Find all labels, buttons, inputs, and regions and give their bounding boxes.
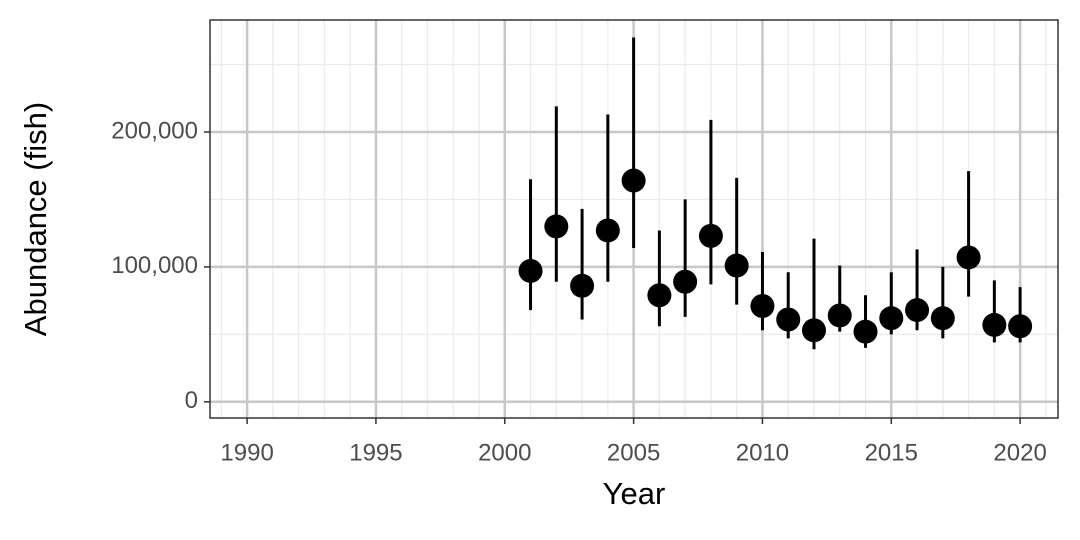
point — [982, 312, 1007, 337]
point — [698, 223, 723, 248]
x-tick-label: 2000 — [478, 439, 531, 466]
y-tick-label: 200,000 — [111, 117, 198, 144]
point — [853, 319, 878, 344]
point — [518, 258, 543, 283]
x-tick-label: 1990 — [220, 439, 273, 466]
point — [930, 306, 955, 331]
point — [1008, 314, 1033, 339]
point — [879, 306, 904, 331]
point — [905, 298, 930, 323]
point — [827, 303, 852, 328]
point — [544, 214, 569, 239]
x-tick-label: 2010 — [736, 439, 789, 466]
point — [956, 245, 981, 270]
point — [776, 307, 801, 332]
point — [673, 269, 698, 294]
x-tick-label: 2015 — [865, 439, 918, 466]
panel-border — [209, 19, 1059, 419]
point — [621, 168, 646, 193]
point — [570, 273, 595, 298]
y-axis-title: Abundance (fish) — [18, 102, 53, 336]
y-tick-label: 0 — [185, 387, 198, 414]
point — [801, 318, 826, 343]
point — [750, 294, 775, 319]
y-tick-label: 100,000 — [111, 252, 198, 279]
point — [724, 253, 749, 278]
x-tick-label: 2020 — [993, 439, 1046, 466]
x-tick-label: 2005 — [607, 439, 660, 466]
x-axis-title: Year — [603, 476, 666, 511]
point — [647, 283, 672, 308]
x-tick-label: 1995 — [349, 439, 402, 466]
point — [595, 218, 620, 243]
